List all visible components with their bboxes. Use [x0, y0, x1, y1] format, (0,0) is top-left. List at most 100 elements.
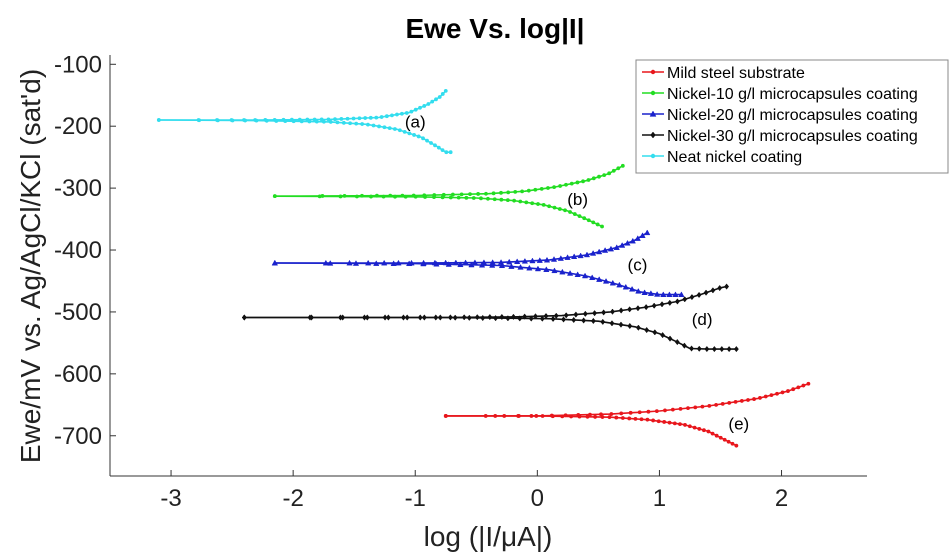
- data-point: [610, 308, 615, 315]
- data-point: [314, 119, 319, 124]
- data-point: [557, 207, 562, 211]
- series-annotation: (b): [567, 190, 588, 209]
- data-point: [652, 329, 658, 336]
- data-point: [443, 414, 448, 418]
- data-point: [683, 423, 687, 427]
- series-2: [272, 163, 625, 229]
- data-point: [520, 189, 525, 194]
- data-point: [444, 150, 449, 155]
- data-point: [241, 314, 247, 321]
- data-point: [364, 314, 370, 321]
- data-point: [393, 194, 397, 199]
- series-line-anodic: [158, 90, 447, 121]
- data-point: [717, 284, 723, 292]
- data-point: [635, 324, 641, 331]
- data-point: [541, 202, 546, 207]
- data-point: [607, 245, 615, 252]
- data-point: [517, 315, 523, 322]
- data-point: [581, 317, 587, 324]
- y-tick-label: -500: [54, 299, 102, 326]
- data-point: [432, 195, 436, 200]
- data-point: [654, 409, 659, 414]
- data-point: [780, 390, 785, 395]
- data-point: [421, 136, 425, 141]
- data-point: [448, 150, 453, 155]
- series-annotation: (d): [692, 310, 713, 329]
- data-point: [390, 113, 394, 118]
- data-point: [726, 345, 732, 353]
- data-point: [551, 267, 558, 274]
- data-point: [619, 411, 624, 416]
- data-point: [633, 416, 638, 421]
- data-point: [505, 198, 510, 203]
- data-point: [734, 443, 739, 448]
- data-point: [499, 197, 504, 202]
- data-point: [571, 253, 578, 260]
- data-point: [564, 182, 568, 187]
- legend-items: Mild steel substrate Nickel-10 g/l microc…: [642, 65, 918, 166]
- data-point: [706, 429, 711, 434]
- data-point: [377, 124, 381, 129]
- data-point: [624, 239, 631, 246]
- data-point: [602, 278, 610, 284]
- data-point: [478, 261, 486, 268]
- data-point: [611, 168, 616, 173]
- data-point: [591, 220, 596, 225]
- data-point: [254, 118, 259, 123]
- data-point: [653, 291, 661, 297]
- data-point: [582, 310, 588, 317]
- data-point: [577, 214, 582, 219]
- x-tick-label: -3: [160, 485, 181, 512]
- data-point: [577, 414, 582, 419]
- data-point: [575, 180, 580, 185]
- legend-label: Nickel-10 g/l microcapsules coating: [667, 86, 918, 103]
- data-point: [586, 218, 591, 223]
- data-point: [422, 104, 427, 108]
- series-line-cathodic: [274, 262, 682, 296]
- data-point: [550, 256, 558, 262]
- y-ticks: -100 -200 -300 -400 -500 -600 -700: [54, 51, 116, 450]
- data-point: [806, 381, 811, 386]
- data-point: [616, 281, 623, 288]
- data-point: [506, 190, 511, 195]
- data-point: [678, 406, 683, 411]
- data-point: [366, 122, 370, 127]
- data-point: [607, 415, 612, 420]
- data-point: [550, 315, 556, 323]
- data-point: [707, 403, 712, 408]
- data-point: [650, 90, 656, 96]
- data-point: [644, 229, 651, 236]
- data-point: [440, 148, 445, 153]
- data-point: [719, 345, 725, 353]
- legend-label: Nickel-30 g/l microcapsules coating: [667, 128, 918, 145]
- data-point: [491, 191, 496, 196]
- data-point: [230, 118, 235, 123]
- legend: Mild steel substrate Nickel-10 g/l microc…: [635, 59, 949, 174]
- data-point: [547, 204, 552, 209]
- data-point: [591, 176, 596, 181]
- data-point: [317, 194, 322, 199]
- data-point: [468, 261, 475, 268]
- data-point: [600, 415, 605, 419]
- data-point: [711, 345, 717, 353]
- series-line-anodic: [244, 285, 727, 319]
- data-point: [564, 254, 571, 260]
- data-point: [536, 257, 543, 263]
- data-point: [650, 153, 656, 159]
- data-point: [796, 385, 801, 390]
- data-point: [730, 441, 735, 446]
- data-point: [573, 311, 579, 318]
- data-point: [539, 186, 544, 191]
- data-point: [456, 195, 461, 200]
- series-annotation: (e): [728, 415, 749, 434]
- data-point: [666, 291, 673, 298]
- data-point: [339, 117, 344, 121]
- y-axis-title: Ewe/mV vs. Ag/AgCl/KCl (sat'd): [15, 69, 46, 463]
- data-point: [271, 259, 278, 266]
- series-4: [241, 283, 739, 353]
- data-point: [526, 264, 533, 271]
- data-point: [693, 405, 698, 410]
- data-point: [619, 242, 626, 248]
- data-point: [457, 261, 464, 268]
